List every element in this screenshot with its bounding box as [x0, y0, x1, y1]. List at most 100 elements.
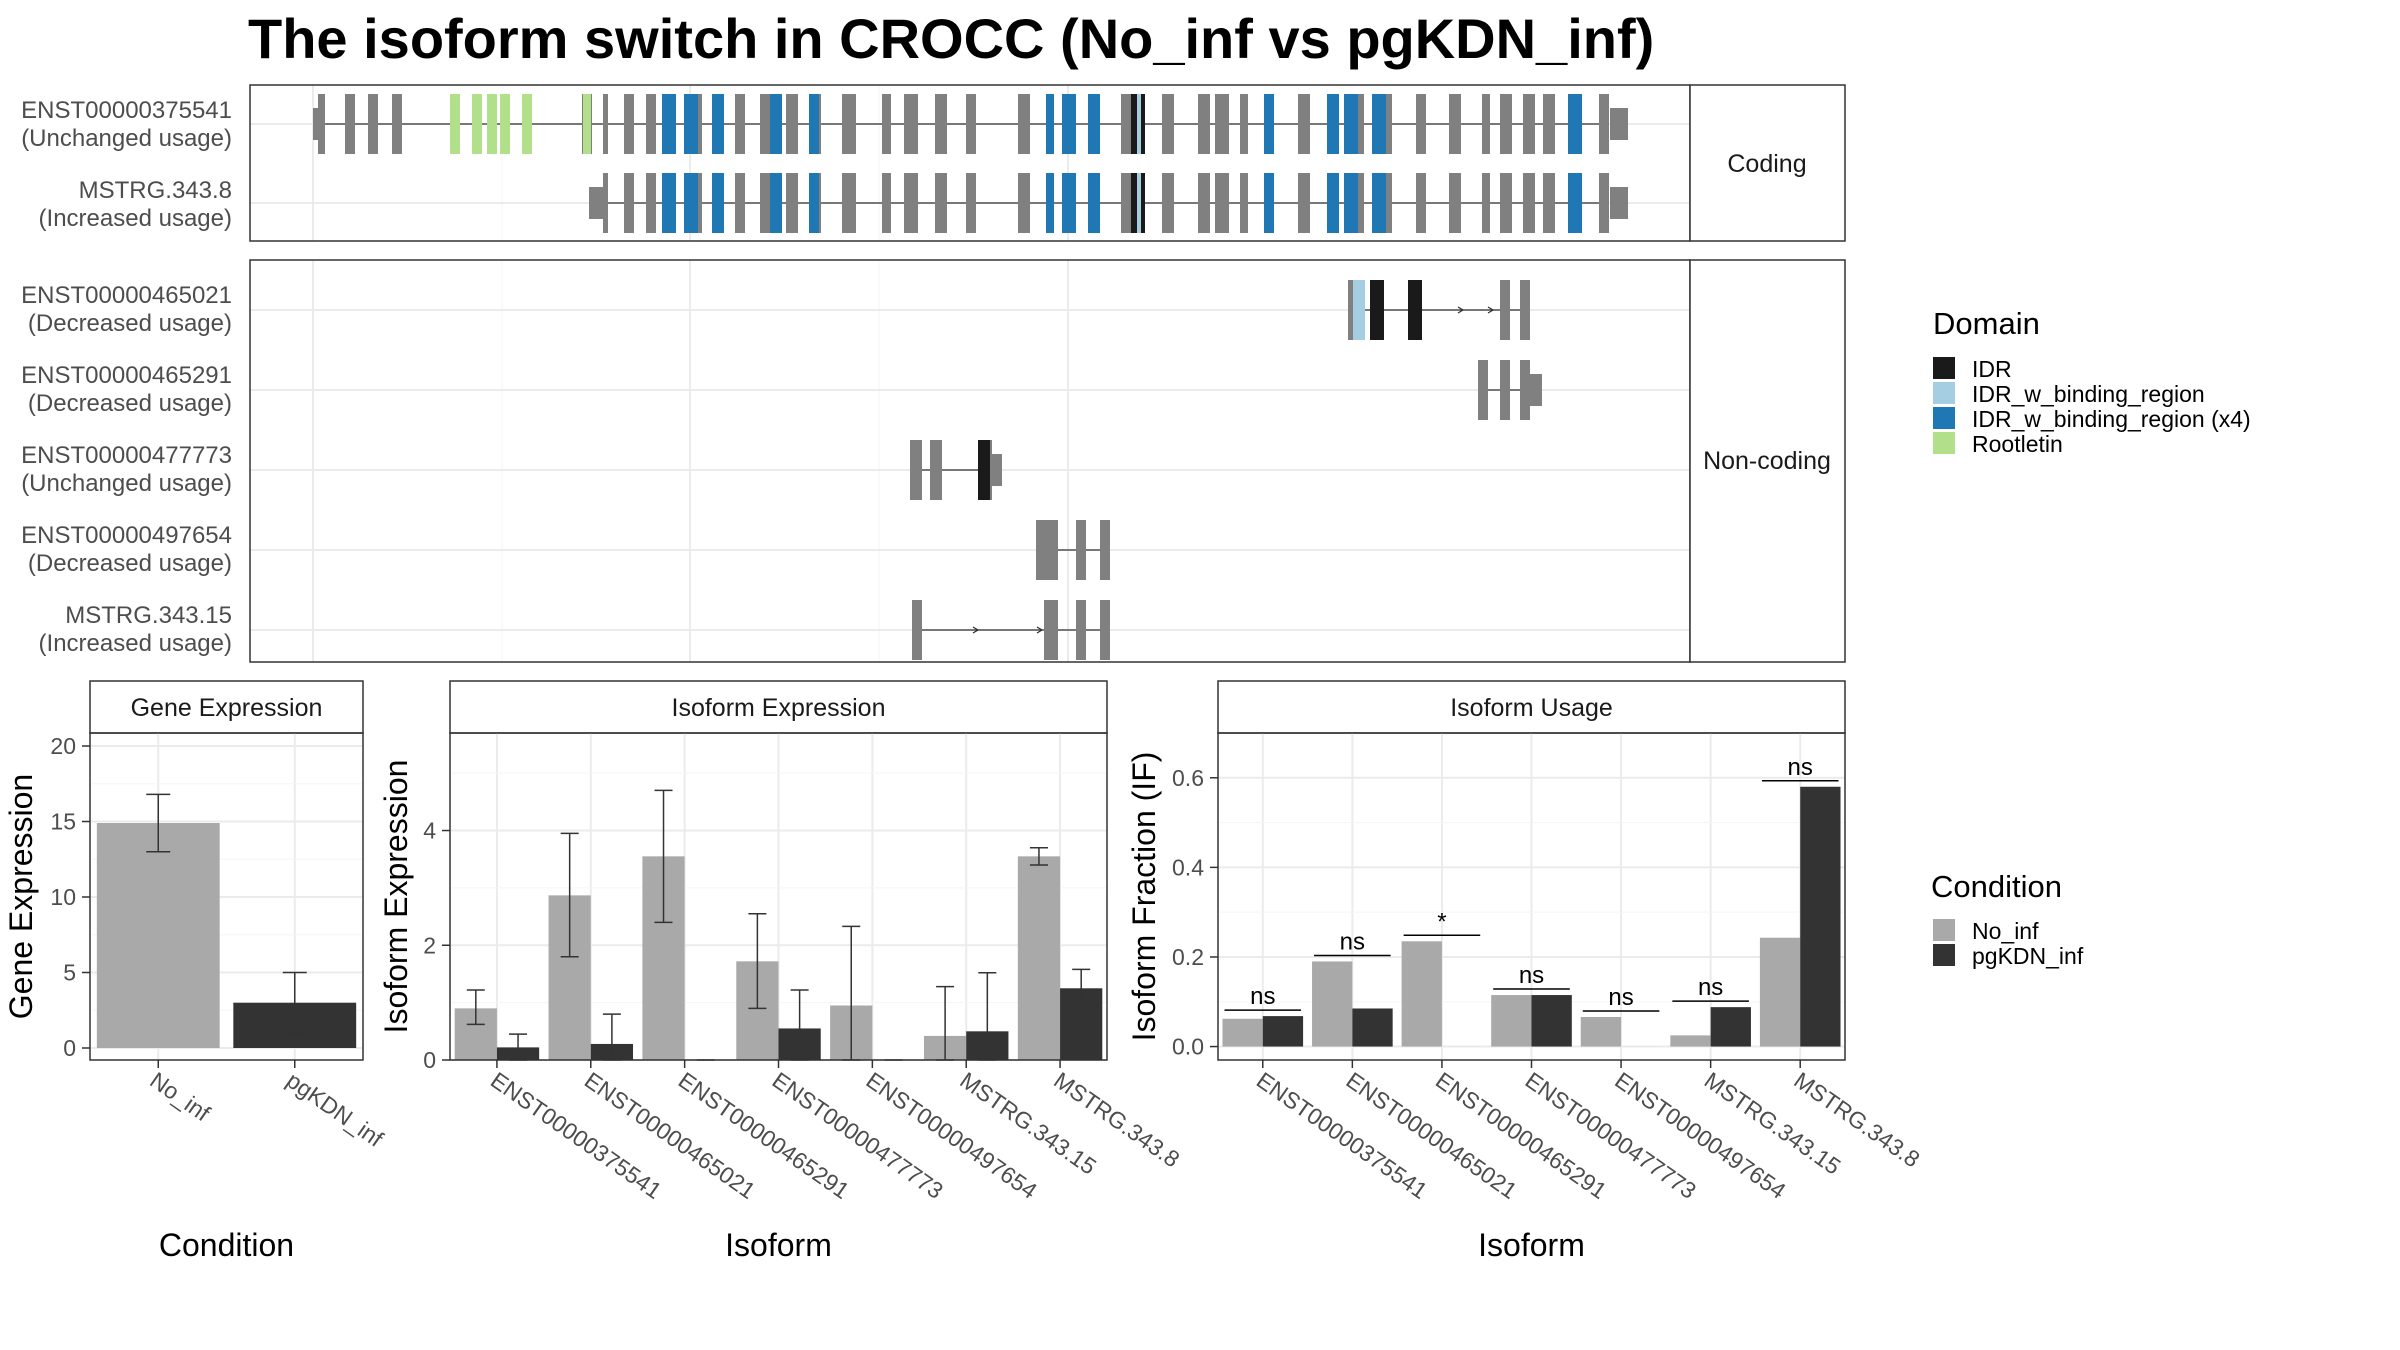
- error-bar: [748, 912, 767, 1010]
- legend-label: IDR: [1972, 356, 2012, 382]
- isoform-usage-label: (Increased usage): [39, 205, 232, 232]
- exon: [1416, 173, 1426, 233]
- domain-idr-w-binding-region-x4: [684, 173, 698, 233]
- exon: [842, 173, 856, 233]
- domain-idr-w-binding-region-x4: [1088, 173, 1100, 233]
- legend-swatch-idr-binding-x4: [1933, 407, 1955, 429]
- exon: [345, 94, 355, 154]
- panel-border: [89, 732, 364, 1061]
- significance-label: ns: [1519, 962, 1544, 989]
- bar: [1800, 786, 1841, 1047]
- exon: [1610, 108, 1628, 140]
- gene-expression-panel: Gene Expression 0 5 10 15 20 No_inf pgKDN_inf Co…: [3, 680, 388, 1263]
- exon: [912, 600, 922, 660]
- legend-label: pgKDN_inf: [1972, 943, 2084, 969]
- y-tick-label: 0.4: [1172, 854, 1204, 880]
- domain-idr-w-binding-region-x4: [809, 173, 819, 233]
- y-tick-label: 4: [423, 818, 436, 844]
- isoform-usage-label: (Decreased usage): [28, 310, 232, 337]
- x-tick-label: ENST00000465291: [674, 1067, 854, 1204]
- y-tick-label: 0.0: [1172, 1034, 1204, 1060]
- transcript: [589, 173, 1628, 233]
- exon: [1523, 173, 1535, 233]
- panel-strip: [449, 680, 1108, 734]
- isoform-label: ENST00000375541: [21, 97, 232, 124]
- isoform-label: ENST00000465291: [21, 362, 232, 389]
- y-tick-label: 0.2: [1172, 944, 1204, 970]
- exon: [1198, 173, 1210, 233]
- significance-label: ns: [1250, 983, 1275, 1010]
- exon: [966, 173, 976, 233]
- domain-rootletin: [522, 94, 532, 154]
- exon: [646, 173, 656, 233]
- y-tick-label: 0: [423, 1047, 436, 1073]
- isoform-label: MSTRG.343.8: [79, 177, 232, 204]
- significance-label: ns: [1608, 984, 1633, 1011]
- panel-title: Gene Expression: [131, 694, 323, 722]
- exon: [646, 94, 656, 154]
- exon: [966, 94, 976, 154]
- exon: [1215, 94, 1229, 154]
- exon: [1416, 94, 1426, 154]
- exon: [1298, 94, 1310, 154]
- legend-swatch-idr: [1933, 357, 1955, 379]
- exon: [1610, 187, 1628, 219]
- domain-idr-w-binding-region-x4: [662, 173, 676, 233]
- panel-title: Isoform Expression: [672, 694, 886, 722]
- noncoding-strip: [1689, 259, 1846, 663]
- error-bar: [1072, 968, 1091, 1010]
- exon: [1500, 173, 1512, 233]
- isoform-label: ENST00000497654: [21, 522, 232, 549]
- isoform-usage-panel: Isoform Usage0.00.20.40.6nsENST000003755…: [1126, 680, 1925, 1263]
- exon: [735, 173, 745, 233]
- domain-idr-w-binding-region-x4: [1568, 94, 1582, 154]
- transcript: [313, 94, 1628, 154]
- y-tick-label: 5: [63, 960, 76, 986]
- exon: [1018, 173, 1030, 233]
- y-axis-title: Gene Expression: [3, 774, 39, 1019]
- exon: [1478, 360, 1488, 420]
- error-bar: [1029, 846, 1048, 866]
- exon: [1543, 173, 1555, 233]
- bar: [1491, 995, 1532, 1047]
- condition-legend: Condition No_inf pgKDN_inf: [1931, 869, 2084, 969]
- error-bar: [560, 832, 579, 958]
- exon: [1523, 94, 1535, 154]
- transcript: [1036, 520, 1110, 580]
- error-bar: [146, 793, 171, 853]
- exon: [1449, 173, 1461, 233]
- legend-label: No_inf: [1972, 918, 2039, 944]
- domain-idr-w-binding-region-x4: [809, 94, 819, 154]
- domain-idr-w-binding-region-x4: [712, 173, 724, 233]
- strand-arrow: [972, 626, 980, 634]
- exon: [603, 94, 608, 154]
- bar: [1580, 1016, 1622, 1047]
- exon: [1215, 173, 1229, 233]
- exon: [1076, 600, 1086, 660]
- exon: [1162, 173, 1174, 233]
- exon: [1520, 360, 1530, 420]
- significance-label: ns: [1340, 928, 1365, 955]
- exon: [930, 440, 942, 500]
- legend-label: IDR_w_binding_region: [1972, 381, 2205, 407]
- domain-idr-w-binding-region-x4: [1088, 94, 1100, 154]
- exon: [1543, 94, 1555, 154]
- error-bar: [466, 989, 485, 1026]
- y-tick-label: 0: [63, 1035, 76, 1061]
- exon: [1018, 94, 1030, 154]
- exon: [1198, 94, 1210, 154]
- isoform-usage-label: (Increased usage): [39, 630, 232, 657]
- exon: [882, 94, 891, 154]
- bar: [1312, 961, 1353, 1047]
- bar: [96, 823, 220, 1048]
- figure-title: The isoform switch in CROCC (No_inf vs p…: [248, 7, 1654, 70]
- bar: [1531, 995, 1572, 1047]
- domain-idr-w-binding-region-x4: [1327, 94, 1339, 154]
- isoform-usage-label: (Unchanged usage): [21, 125, 232, 152]
- domain-idr: [1370, 280, 1384, 340]
- exon: [1100, 520, 1110, 580]
- y-axis-title: Isoform Expression: [378, 760, 414, 1034]
- exon: [760, 94, 772, 154]
